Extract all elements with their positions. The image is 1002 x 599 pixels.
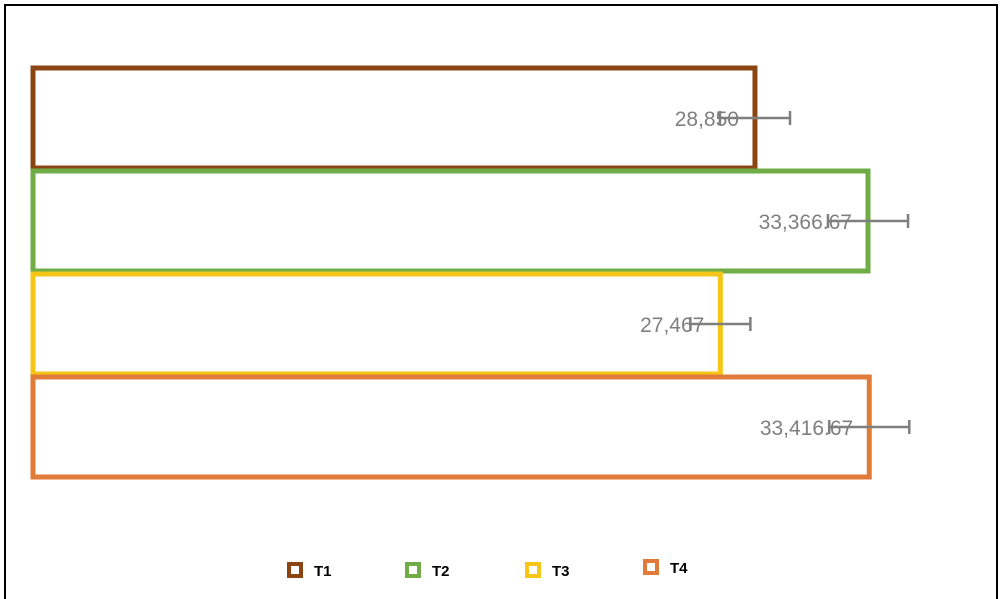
chart-frame (4, 4, 998, 599)
value-label-t2: 33,366.67 (759, 211, 852, 234)
legend-swatch (525, 562, 541, 578)
bar-t2 (30, 168, 871, 274)
error-bar-t3 (689, 317, 752, 331)
legend-item-t3: T3 (525, 562, 570, 580)
legend-label: T3 (552, 563, 570, 580)
legend-swatch (643, 559, 659, 575)
legend-swatch (287, 562, 303, 578)
legend-label: T2 (432, 563, 450, 580)
legend: T1 T2 T3 T4 (287, 559, 688, 580)
bar-t3 (30, 271, 723, 377)
legend-swatch (405, 562, 421, 578)
legend-item-t4: T4 (643, 559, 688, 577)
bar-t4 (30, 374, 872, 480)
bar-t1 (30, 65, 758, 171)
legend-label: T4 (670, 560, 688, 577)
value-label-t3: 27,467 (640, 314, 704, 337)
value-label-t1: 28,850 (675, 108, 739, 131)
value-label-t4: 33,416.67 (760, 417, 853, 440)
error-bars-layer (689, 111, 911, 434)
legend-label: T1 (314, 563, 332, 580)
error-bar-t1 (718, 111, 792, 125)
error-bar-t2 (826, 214, 910, 228)
bars-layer (30, 65, 872, 480)
legend-item-t2: T2 (405, 562, 450, 580)
error-bar-t4 (827, 420, 911, 434)
value-labels-layer: 28,850 33,366.67 27,467 33,416.67 (640, 108, 853, 440)
legend-item-t1: T1 (287, 562, 332, 580)
